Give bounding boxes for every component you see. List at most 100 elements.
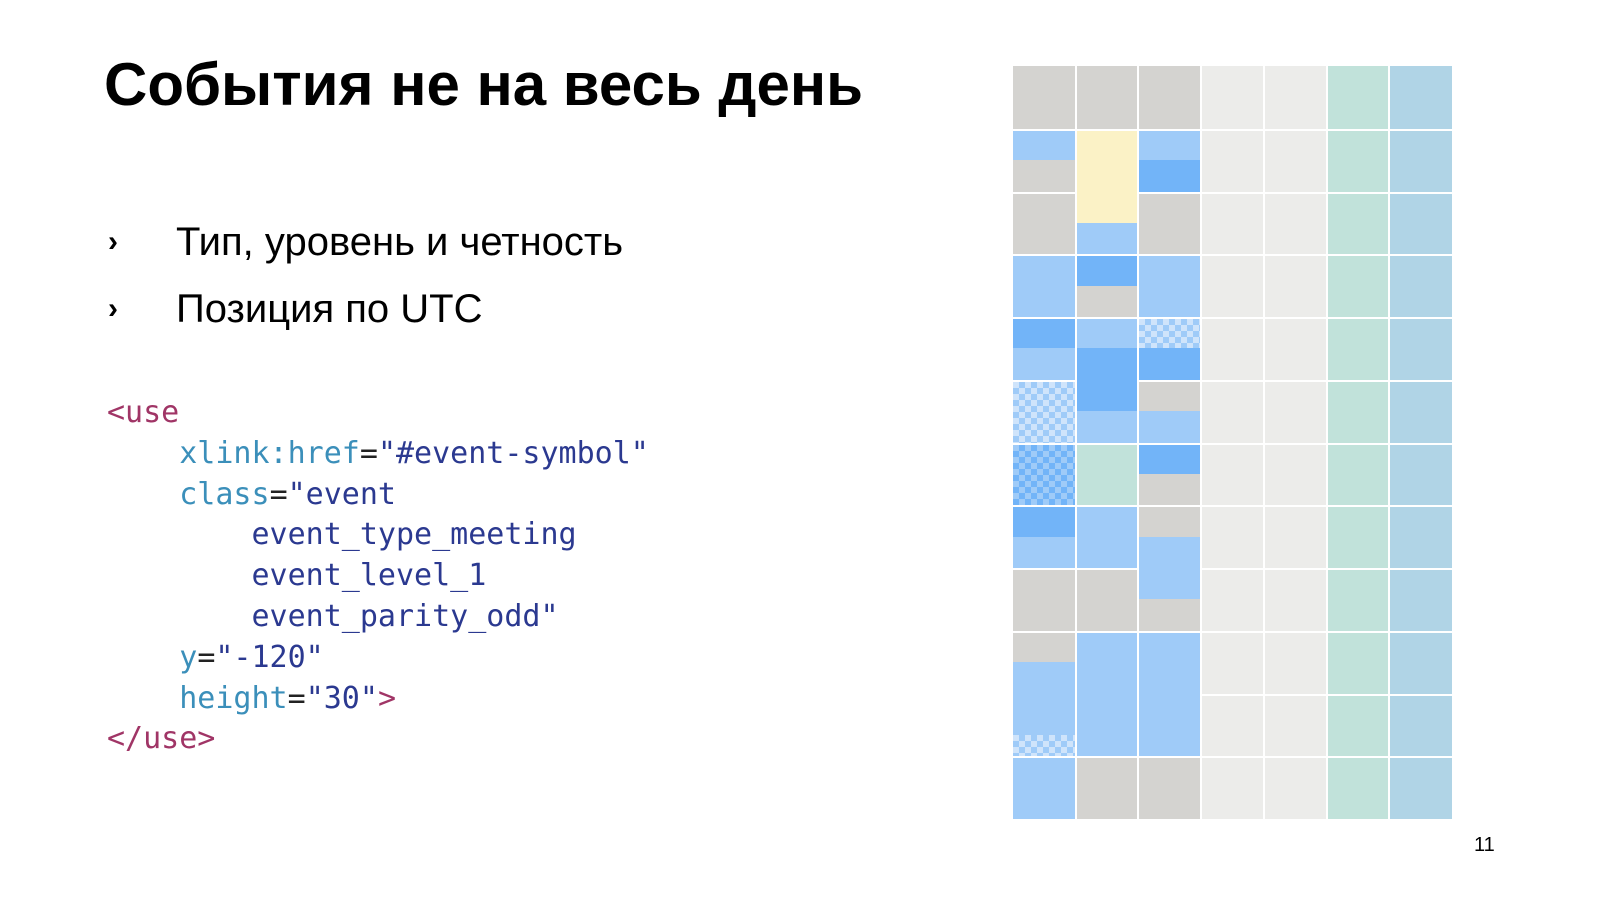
- calendar-empty-slot: [1327, 66, 1389, 129]
- calendar-empty-slot: [1264, 444, 1326, 506]
- calendar-event[interactable]: [1139, 411, 1201, 443]
- calendar-event[interactable]: [1013, 130, 1075, 161]
- calendar-busy-slot: [1013, 632, 1075, 663]
- code-block: <use xlink:href="#event-symbol" class="e…: [107, 393, 649, 760]
- calendar-empty-slot: [1390, 507, 1452, 568]
- calendar-empty-slot: [1202, 193, 1263, 255]
- calendar-event[interactable]: [1013, 758, 1075, 819]
- calendar-empty-slot: [1327, 381, 1389, 443]
- calendar-event[interactable]: [1013, 536, 1075, 568]
- calendar-busy-slot: [1076, 66, 1138, 129]
- calendar-empty-slot: [1327, 193, 1389, 255]
- code-value: "event: [287, 476, 396, 512]
- code-value: event_type_meeting: [251, 517, 577, 553]
- calendar-empty-slot: [1327, 695, 1389, 757]
- bullet-text: Тип, уровень и четность: [176, 220, 624, 264]
- calendar-event[interactable]: [1139, 536, 1201, 600]
- code-value: "#event-symbol": [377, 435, 649, 471]
- calendar-event[interactable]: [1076, 256, 1138, 286]
- calendar-empty-slot: [1264, 758, 1326, 819]
- calendar-event[interactable]: [1076, 130, 1138, 223]
- calendar-empty-slot: [1202, 256, 1263, 317]
- calendar-event[interactable]: [1076, 632, 1138, 757]
- calendar-busy-slot: [1013, 570, 1075, 631]
- calendar-event[interactable]: [1076, 348, 1138, 412]
- bullet-item: › Тип, уровень и четность: [108, 220, 623, 265]
- chevron-right-icon: ›: [108, 292, 118, 325]
- calendar-event[interactable]: [1076, 444, 1138, 506]
- calendar-event[interactable]: [1139, 319, 1201, 349]
- calendar-week-grid: [1013, 66, 1452, 819]
- calendar-empty-slot: [1264, 130, 1326, 192]
- calendar-event[interactable]: [1013, 662, 1075, 736]
- calendar-empty-slot: [1202, 632, 1263, 694]
- code-tag-close: </use>: [107, 721, 216, 757]
- calendar-empty-slot: [1202, 507, 1263, 568]
- code-equals: =: [269, 476, 288, 512]
- calendar-busy-slot: [1013, 66, 1075, 129]
- calendar-event[interactable]: [1139, 444, 1201, 474]
- calendar-empty-slot: [1390, 256, 1452, 317]
- calendar-empty-slot: [1390, 444, 1452, 506]
- calendar-event[interactable]: [1013, 348, 1075, 380]
- calendar-event[interactable]: [1139, 632, 1201, 757]
- calendar-busy-slot: [1076, 285, 1138, 317]
- calendar-event[interactable]: [1076, 411, 1138, 443]
- calendar-empty-slot: [1327, 570, 1389, 631]
- calendar-empty-slot: [1390, 381, 1452, 443]
- calendar-empty-slot: [1390, 66, 1452, 129]
- calendar-empty-slot: [1327, 444, 1389, 506]
- calendar-busy-slot: [1139, 507, 1201, 537]
- calendar-busy-slot: [1139, 193, 1201, 255]
- calendar-empty-slot: [1390, 695, 1452, 757]
- code-equals: =: [197, 639, 216, 675]
- bullet-item: › Позиция по UTC: [108, 287, 482, 332]
- calendar-empty-slot: [1264, 695, 1326, 757]
- code-equals: =: [359, 435, 378, 471]
- calendar-event[interactable]: [1076, 319, 1138, 349]
- calendar-event[interactable]: [1139, 130, 1201, 161]
- calendar-event[interactable]: [1139, 348, 1201, 380]
- calendar-empty-slot: [1264, 66, 1326, 129]
- calendar-event[interactable]: [1076, 222, 1138, 255]
- calendar-empty-slot: [1327, 256, 1389, 317]
- calendar-empty-slot: [1264, 507, 1326, 568]
- code-attr: xlink:href: [179, 435, 360, 471]
- code-value: "-120": [215, 639, 324, 675]
- code-attr: height: [179, 680, 288, 716]
- chevron-right-icon: ›: [108, 225, 118, 258]
- calendar-empty-slot: [1202, 319, 1263, 380]
- calendar-busy-slot: [1076, 570, 1138, 631]
- code-tag-end: >: [377, 680, 396, 716]
- calendar-empty-slot: [1327, 758, 1389, 819]
- calendar-empty-slot: [1264, 319, 1326, 380]
- calendar-busy-slot: [1139, 66, 1201, 129]
- code-attr: class: [179, 476, 270, 512]
- calendar-empty-slot: [1327, 130, 1389, 192]
- calendar-event[interactable]: [1139, 256, 1201, 317]
- calendar-event[interactable]: [1013, 319, 1075, 349]
- calendar-event[interactable]: [1076, 507, 1138, 568]
- calendar-empty-slot: [1390, 570, 1452, 631]
- calendar-empty-slot: [1390, 632, 1452, 694]
- calendar-empty-slot: [1202, 66, 1263, 129]
- calendar-empty-slot: [1264, 381, 1326, 443]
- calendar-busy-slot: [1013, 160, 1075, 192]
- calendar-empty-slot: [1390, 193, 1452, 255]
- bullet-text: Позиция по UTC: [176, 287, 483, 331]
- calendar-event[interactable]: [1013, 507, 1075, 537]
- calendar-empty-slot: [1327, 632, 1389, 694]
- code-value: event_level_1: [251, 558, 487, 594]
- calendar-empty-slot: [1264, 256, 1326, 317]
- calendar-event[interactable]: [1013, 735, 1075, 757]
- calendar-empty-slot: [1390, 319, 1452, 380]
- slide-title: События не на весь день: [104, 51, 863, 118]
- calendar-event[interactable]: [1013, 256, 1075, 317]
- calendar-empty-slot: [1202, 758, 1263, 819]
- calendar-empty-slot: [1202, 570, 1263, 631]
- calendar-event[interactable]: [1013, 381, 1075, 443]
- calendar-busy-slot: [1139, 599, 1201, 631]
- calendar-event[interactable]: [1139, 160, 1201, 192]
- calendar-event[interactable]: [1013, 444, 1075, 506]
- calendar-empty-slot: [1327, 507, 1389, 568]
